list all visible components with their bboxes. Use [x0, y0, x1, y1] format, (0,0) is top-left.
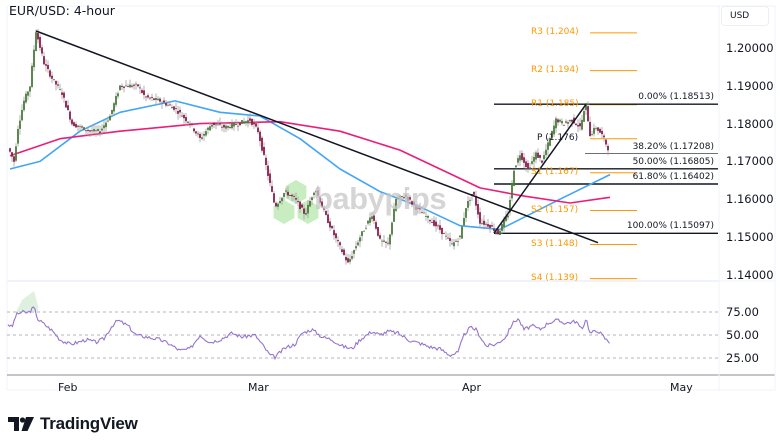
- price-tick-label: 1.15000: [726, 230, 774, 244]
- tradingview-brand[interactable]: TradingView: [8, 414, 138, 434]
- tradingview-logo-icon: [8, 417, 34, 431]
- pivot-label: S2 (1.157): [531, 204, 579, 215]
- watermark-text: babypips: [314, 181, 447, 216]
- price-tick-label: 1.20000: [726, 41, 774, 55]
- fibonacci-level-label: 38.20% (1.17208): [632, 141, 714, 152]
- rsi-tick-label: 75.00: [726, 305, 759, 319]
- fibonacci-level-label: 61.80% (1.16402): [632, 172, 714, 182]
- fibonacci-level-label: 50.00% (1.16805): [632, 156, 714, 167]
- price-tick-label: 1.16000: [726, 192, 774, 207]
- fibonacci-level-label: 0.00% (1.18513): [638, 92, 714, 103]
- fibonacci-retracement[interactable]: [494, 103, 718, 235]
- brand-name: TradingView: [40, 414, 138, 433]
- pivot-label: S4 (1.139): [531, 272, 579, 283]
- pivot-label: S3 (1.148): [531, 238, 579, 249]
- pivot-label: R1 (1.185): [531, 98, 579, 109]
- rsi-tick-label: 25.00: [726, 351, 759, 365]
- pivot-label: R2 (1.194): [531, 64, 579, 75]
- trendlines[interactable]: [35, 30, 599, 244]
- chart-title: EUR/USD: 4-hour: [9, 3, 115, 18]
- time-tick-label: Mar: [248, 381, 269, 394]
- fibonacci-level-label: 100.00% (1.15097): [626, 221, 714, 232]
- moving-averages: [9, 100, 611, 231]
- rsi-tick-label: 50.00: [726, 328, 759, 342]
- currency-badge[interactable]: USD: [721, 6, 769, 26]
- time-tick-label: Feb: [58, 381, 78, 394]
- time-tick-label: May: [670, 381, 693, 394]
- price-tick-label: 1.14000: [726, 267, 774, 282]
- time-tick-label: Apr: [462, 381, 482, 394]
- rsi-indicator: [7, 291, 718, 361]
- pivot-label: S1 (1.167): [531, 166, 579, 177]
- price-tick-label: 1.17000: [726, 154, 774, 169]
- candlestick-series: [9, 28, 609, 265]
- pivot-label: P (1.176): [537, 132, 579, 143]
- price-tick-label: 1.18000: [726, 116, 774, 131]
- price-tick-label: 1.19000: [726, 78, 774, 93]
- pivot-label: R3 (1.204): [531, 26, 579, 37]
